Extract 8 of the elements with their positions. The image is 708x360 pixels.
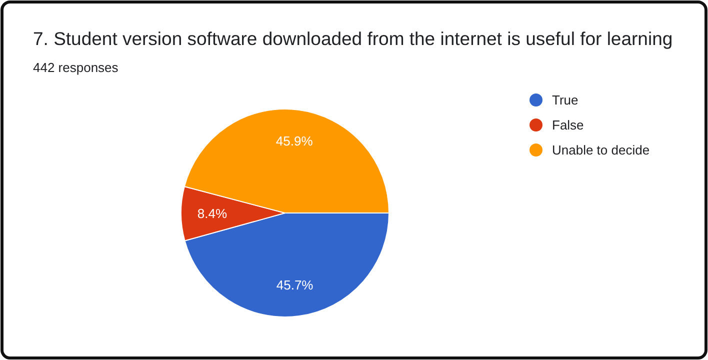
data-label: 45.9% bbox=[276, 133, 314, 148]
data-label: 45.7% bbox=[276, 278, 314, 293]
chart-title: 7. Student version software downloaded from the internet is useful for learning bbox=[33, 28, 673, 49]
legend-label: Unable to decide bbox=[552, 142, 650, 158]
text: 442 responses bbox=[33, 60, 119, 75]
legend-label: True bbox=[552, 92, 578, 108]
data-label: 8.4% bbox=[197, 206, 228, 221]
legend-label: False bbox=[552, 118, 584, 132]
